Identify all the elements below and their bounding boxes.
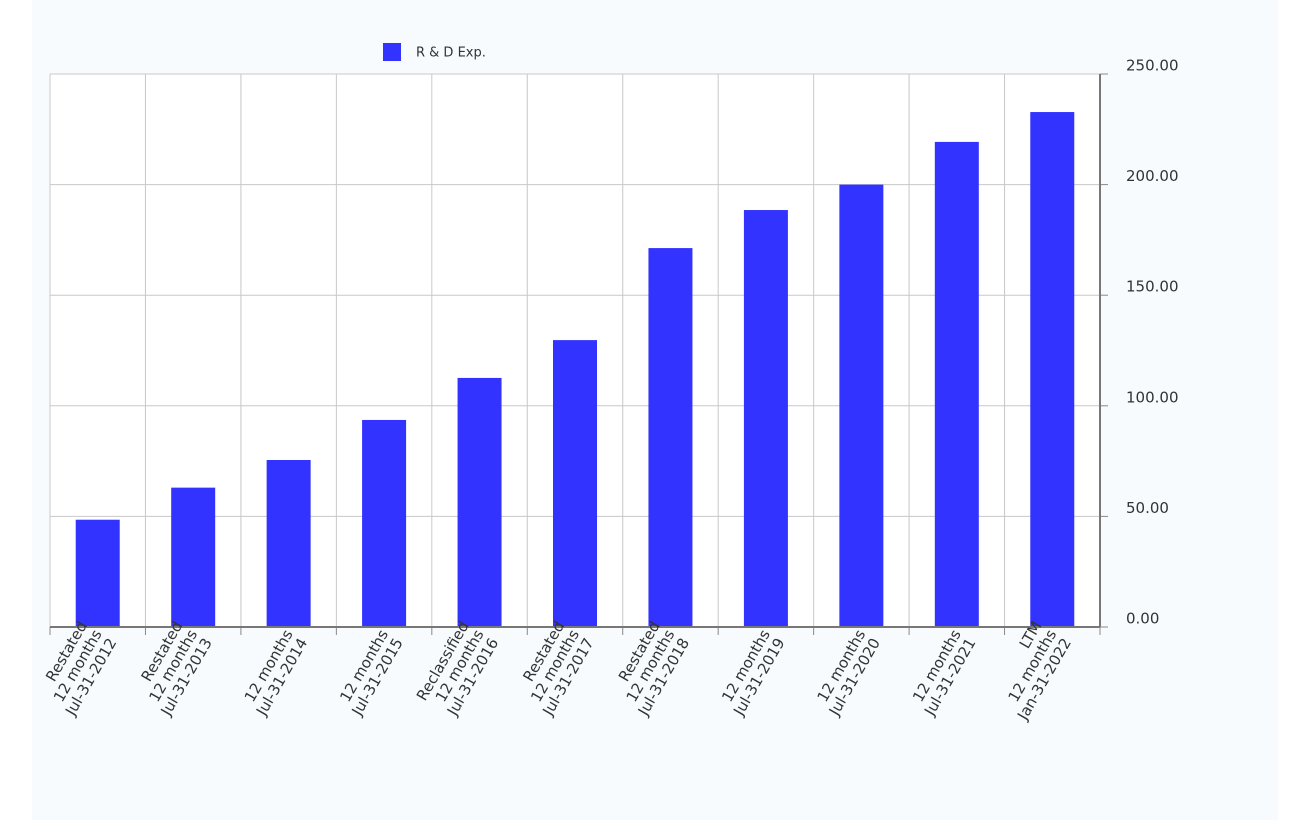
y-tick-label: 200.00: [1126, 167, 1179, 185]
y-tick-label: 100.00: [1126, 388, 1179, 406]
bar: [457, 377, 502, 627]
bar: [362, 419, 407, 627]
bar: [171, 487, 216, 627]
legend-swatch: [383, 43, 401, 61]
bar: [934, 141, 979, 628]
bar: [1030, 112, 1075, 628]
bar: [648, 248, 693, 627]
y-tick-label: 150.00: [1126, 278, 1179, 296]
y-tick-label: 0.00: [1126, 610, 1159, 628]
bar: [75, 519, 120, 627]
bar: [839, 184, 884, 627]
y-tick-label: 250.00: [1126, 57, 1179, 75]
y-tick-label: 50.00: [1126, 499, 1169, 517]
bar: [743, 210, 788, 627]
legend-label: R & D Exp.: [416, 46, 486, 61]
bar: [266, 459, 311, 627]
bar: [553, 340, 597, 627]
